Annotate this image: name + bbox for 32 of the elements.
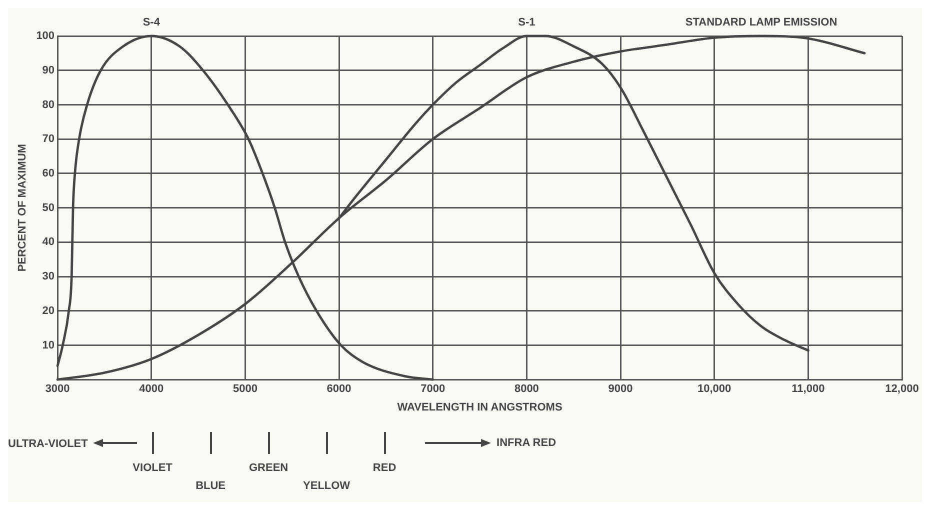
y-tick-label: 30 (42, 270, 55, 283)
text: YELLOW (303, 480, 350, 492)
text: INFRA RED (496, 437, 556, 449)
y-tick-label: 80 (42, 98, 55, 111)
x-tick-label: 9000 (608, 383, 633, 396)
y-tick-label: 10 (42, 339, 55, 352)
x-tick-label: 7000 (420, 383, 446, 396)
text: RED (372, 462, 396, 474)
x-axis-title: WAVELENGTH IN ANGSTROMS (397, 401, 562, 414)
y-tick-label: 90 (42, 64, 55, 76)
x-tick-label: 8000 (514, 383, 539, 396)
x-tick-label: 3000 (45, 383, 70, 396)
x-tick-label: 11,000 (792, 383, 825, 396)
series-label: S-4 (142, 16, 161, 29)
x-tick-label: 12,000 (885, 383, 919, 396)
x-tick-label: 5000 (232, 383, 258, 396)
y-tick-label: 20 (42, 304, 55, 317)
y-tick-label: 40 (42, 236, 55, 248)
x-tick-label: 10,000 (698, 383, 732, 396)
text: ULTRA-VIOLET (8, 438, 88, 450)
y-tick-label: 100 (36, 30, 55, 42)
y-tick-label: 60 (42, 167, 55, 180)
text: VIOLET (132, 462, 172, 474)
text: BLUE (196, 480, 226, 492)
y-tick-label: 70 (42, 133, 55, 146)
y-axis-title: PERCENT OF MAXIMUM (16, 144, 29, 272)
series-label: S-1 (518, 16, 536, 29)
y-tick-label: 50 (42, 202, 55, 214)
x-tick-label: 6000 (326, 383, 352, 396)
series-label: STANDARD LAMP EMISSION (685, 16, 838, 29)
text: GREEN (248, 462, 288, 474)
x-tick-label: 4000 (139, 383, 164, 396)
